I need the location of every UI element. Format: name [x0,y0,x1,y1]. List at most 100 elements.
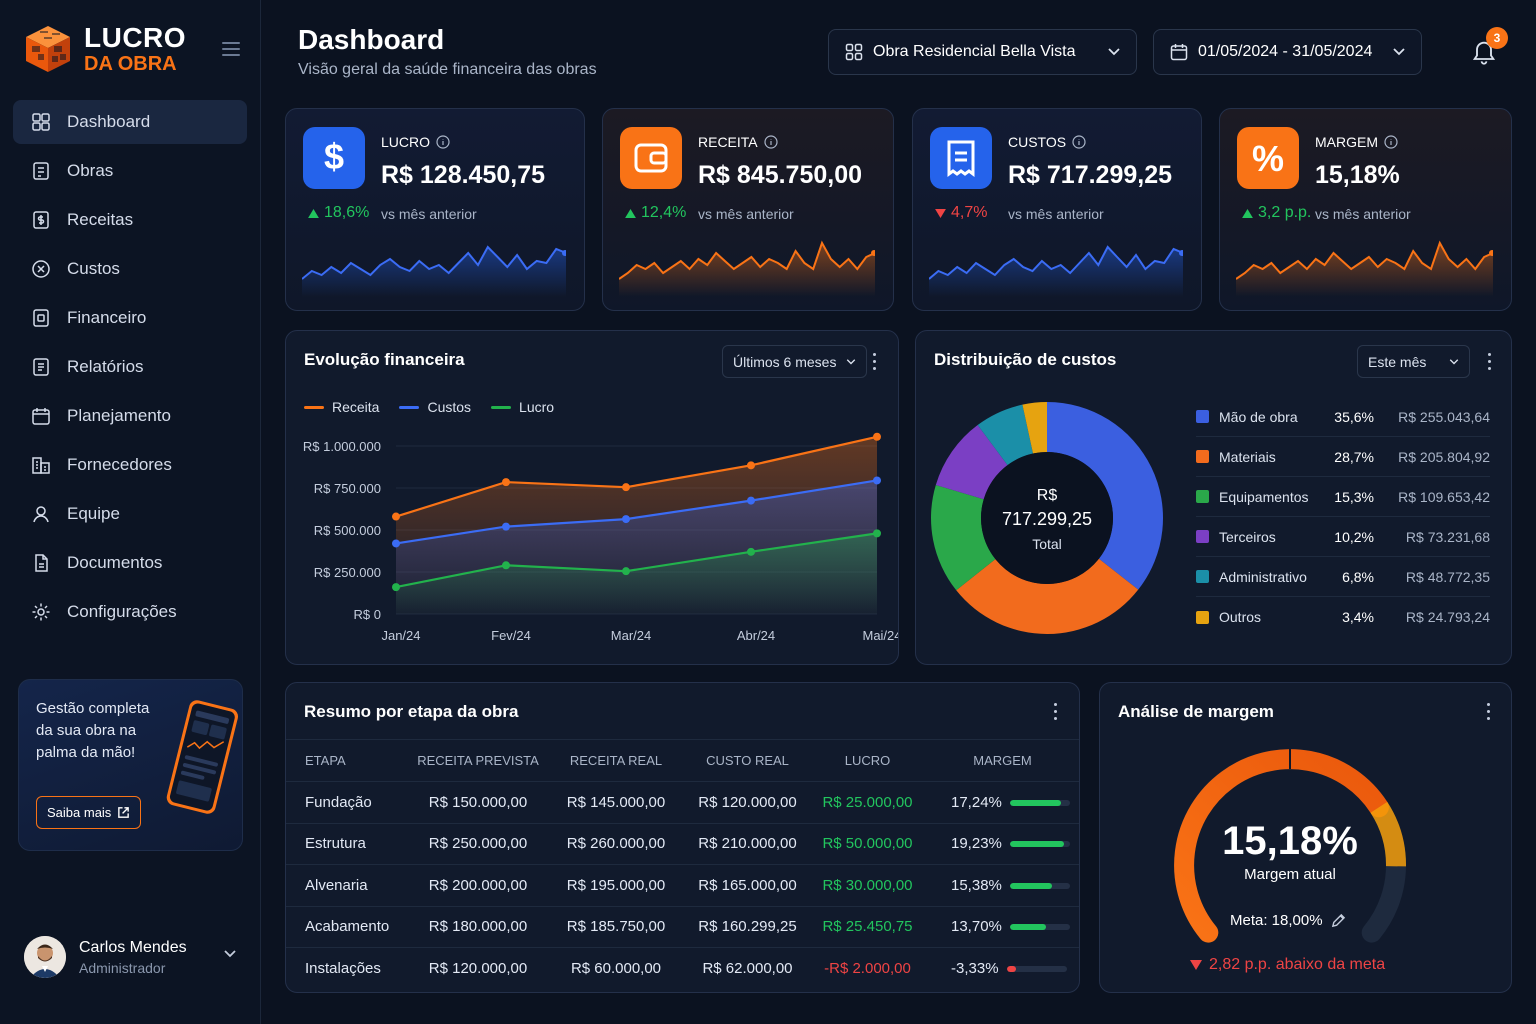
margin-card: Análise de margem 15,18% Margem atual Me… [1099,682,1512,993]
document-icon [35,554,48,572]
sidebar-item-obras[interactable]: Obras [13,149,247,193]
sidebar-item-custos[interactable]: Custos [13,247,247,291]
sidebar-item-relatorios[interactable]: Relatórios [13,345,247,389]
cell-margem: 13,70% [925,906,1079,948]
sidebar-item-financeiro[interactable]: Financeiro [13,296,247,340]
phone-illustration-icon [166,700,238,814]
legend-item[interactable]: Terceiros 10,2% R$ 73.231,68 [1196,517,1490,557]
month-select[interactable]: Este mês [1357,345,1470,378]
period-select[interactable]: Últimos 6 meses [722,345,868,378]
building-icon [33,162,49,180]
donut-slice [935,425,1008,500]
info-icon[interactable] [1072,135,1086,149]
cell-margem: 17,24% [925,781,1079,824]
margin-bar [1009,799,1070,806]
sidebar-item-receitas[interactable]: Receitas [13,198,247,242]
table-row[interactable]: Estrutura R$ 250.000,00 R$ 260.000,00 R$ 21… [286,823,1079,865]
cell-receita-prevista: R$ 200.000,00 [409,864,547,907]
cell-etapa: Fundação [286,781,409,824]
legend-item[interactable]: Lucro [491,399,554,415]
margin-bar [1009,841,1070,848]
chevron-down-icon [1393,48,1405,56]
y-tick-label: R$ 0 [354,607,381,622]
promo-text: Gestão completa da sua obra na palma da … [36,700,150,761]
stages-card: Resumo por etapa da obra ETAPA RECEITA PR… [285,682,1080,993]
info-icon[interactable] [764,135,778,149]
table-row[interactable]: Fundação R$ 150.000,00 R$ 145.000,00 R$ 120… [286,781,1079,824]
menu-toggle-icon[interactable] [222,42,240,56]
sidebar-item-documentos[interactable]: Documentos [13,541,247,585]
cell-etapa: Alvenaria [286,864,409,907]
legend-value: R$ 24.793,24 [1405,609,1490,625]
info-icon[interactable] [436,135,450,149]
data-point [622,515,630,524]
more-options-icon[interactable] [1485,703,1491,723]
sidebar-item-fornecedores[interactable]: Fornecedores [13,443,247,487]
donut-slice [977,404,1034,466]
x-tick-label: Mai/24 [862,628,899,643]
sidebar-nav: Dashboard Obras Receitas Custos Financeiro Re… [13,100,247,639]
column-header: ETAPA [286,739,409,782]
table-row[interactable]: Alvenaria R$ 200.000,00 R$ 195.000,00 R$ 16… [286,864,1079,907]
sidebar: LUCRO DA OBRA Dashboard Obras Receitas Cust… [0,0,261,1024]
data-point [747,496,755,505]
donut-slice [956,558,1139,634]
grid-icon [845,43,863,61]
column-header: LUCRO [810,739,925,782]
legend-item[interactable]: Mão de obra 35,6% R$ 255.043,64 [1196,397,1490,437]
legend-item[interactable]: Custos [399,399,471,415]
user-profile[interactable]: Carlos Mendes Administrador [24,934,242,980]
legend-value: R$ 109.653,42 [1398,488,1490,505]
sparkline-chart [302,245,566,297]
cell-receita-prevista: R$ 250.000,00 [409,823,547,865]
cell-custo-real: R$ 62.000,00 [702,960,793,977]
sidebar-item-dashboard[interactable]: Dashboard [13,100,247,144]
sidebar-item-planejamento[interactable]: Planejamento [13,394,247,438]
month-select-value: Este mês [1368,353,1427,370]
sidebar-item-equipe[interactable]: Equipe [13,492,247,536]
legend-value: R$ 48.772,35 [1405,568,1490,585]
gauge-goal-range [1370,801,1407,867]
kpi-delta: 18,6% [308,204,369,222]
legend-item[interactable]: Equipamentos 15,3% R$ 109.653,42 [1196,477,1490,517]
y-tick-label: R$ 500.000 [314,523,381,538]
project-select[interactable]: Obra Residencial Bella Vista [828,29,1137,75]
x-tick-label: Jan/24 [381,628,420,643]
data-point [502,561,510,570]
data-point [392,583,400,592]
cell-lucro: R$ 25.450,75 [810,906,925,948]
donut-slice [1022,402,1047,454]
chevron-down-icon [1108,48,1120,56]
sidebar-item-configuracoes[interactable]: Configurações [13,590,247,634]
sidebar-item-label: Dashboard [67,112,151,131]
percent-icon: % [1237,127,1299,189]
period-select-value: Últimos 6 meses [733,353,837,370]
sparkline-chart [619,240,875,297]
sparkline-chart [929,245,1183,297]
more-options-icon[interactable] [871,353,877,373]
date-range-select[interactable]: 01/05/2024 - 31/05/2024 [1153,29,1422,75]
kpi-value: 15,18% [1315,161,1400,189]
kpi-card-margem: % MARGEM 15,18% 3,2 p.p. vs mês anterior [1219,108,1512,311]
info-icon[interactable] [1384,135,1398,149]
more-options-icon[interactable] [1486,353,1492,373]
more-options-icon[interactable] [1052,703,1058,723]
cell-receita-real: R$ 185.750,00 [547,906,685,948]
legend-item[interactable]: Materiais 28,7% R$ 205.804,92 [1196,437,1490,477]
cell-lucro: R$ 25.000,00 [810,781,925,824]
table-row[interactable]: Acabamento R$ 180.000,00 R$ 185.750,00 R$ 1… [286,906,1079,948]
legend-swatch [1196,490,1209,503]
legend-item[interactable]: Receita [304,399,379,415]
brand-logo[interactable]: LUCRO DA OBRA [24,24,186,74]
learn-more-button[interactable]: Saiba mais [36,796,142,829]
legend-item[interactable]: Outros 3,4% R$ 24.793,24 [1196,597,1490,637]
legend-item[interactable]: Administrativo 6,8% R$ 48.772,35 [1196,557,1490,597]
column-header: CUSTO REAL [685,739,810,782]
sidebar-item-label: Custos [67,259,120,278]
kpi-delta: 4,7% [935,204,987,222]
table-row[interactable]: Instalações R$ 120.000,00 R$ 60.000,00 R$ 6… [286,948,1079,990]
kpi-compare: vs mês anterior [1315,206,1411,222]
sparkline-chart [1236,240,1493,297]
wallet-icon [620,127,682,189]
margin-goal[interactable]: Meta: 18,00% [1230,912,1346,929]
